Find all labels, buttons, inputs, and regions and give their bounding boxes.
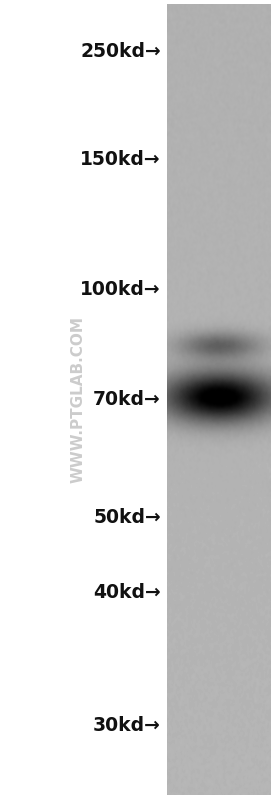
Text: 50kd→: 50kd→ bbox=[93, 508, 161, 527]
Text: 40kd→: 40kd→ bbox=[93, 583, 161, 602]
Text: 150kd→: 150kd→ bbox=[80, 150, 161, 169]
Text: 250kd→: 250kd→ bbox=[80, 42, 161, 62]
Text: 100kd→: 100kd→ bbox=[80, 280, 161, 299]
Text: 70kd→: 70kd→ bbox=[93, 390, 161, 409]
Text: 30kd→: 30kd→ bbox=[93, 716, 161, 735]
Text: WWW.PTGLAB.COM: WWW.PTGLAB.COM bbox=[71, 316, 86, 483]
